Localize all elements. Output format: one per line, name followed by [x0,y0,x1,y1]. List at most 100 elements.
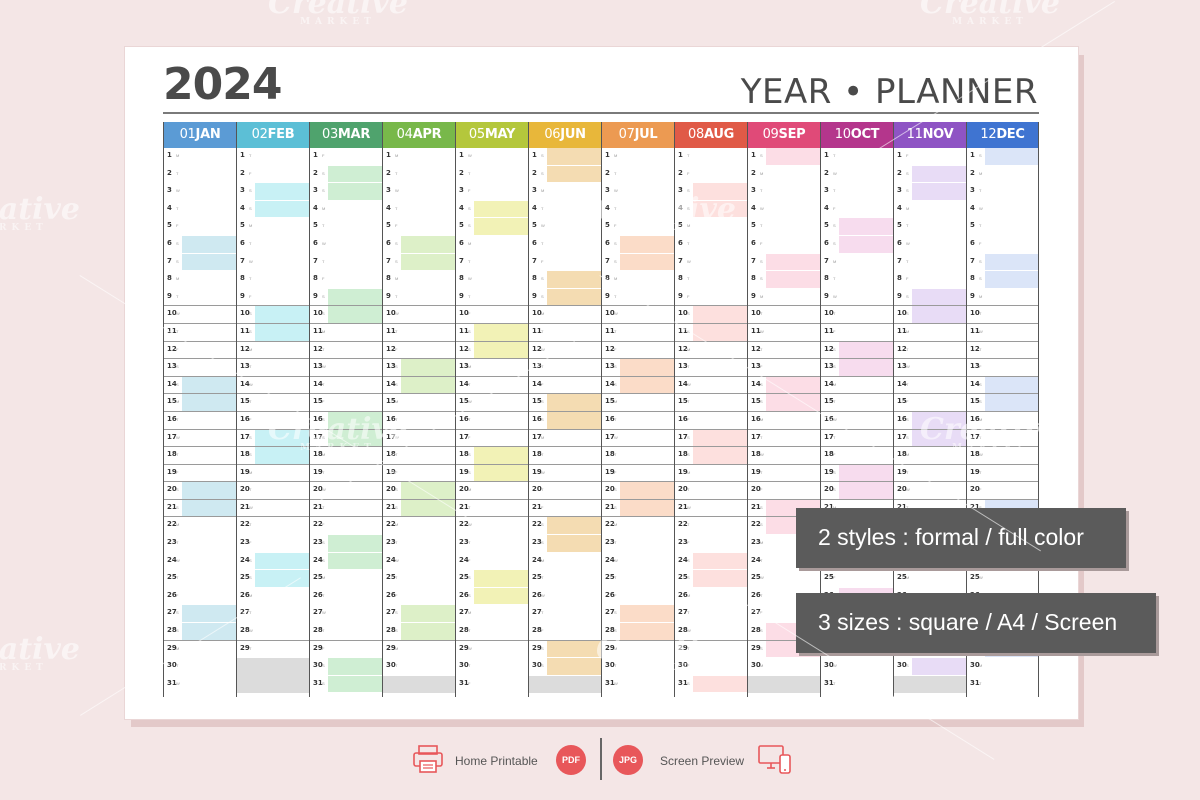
day-cell: 15 M [383,394,455,412]
day-number: 9 [313,291,318,300]
day-number: 31 [605,678,615,687]
day-cell: 13 T [237,359,309,377]
weekday-letter: T [979,346,982,352]
weekend-band [693,570,747,587]
day-number: 8 [605,274,610,283]
day-cell: 13 S [164,359,236,377]
weekday-letter: M [468,240,472,246]
weekday-letter: F [322,153,325,158]
day-number: 3 [386,186,391,195]
day-cell: 31 W [602,676,674,694]
day-cell: 25 W [967,570,1038,588]
weekday-letter: T [249,240,252,246]
day-number: 31 [678,678,688,687]
day-number: 6 [678,238,683,247]
weekday-letter: M [249,469,253,475]
day-cell: 18 M [310,447,382,465]
title-divider [163,112,1039,114]
day-number: 6 [386,238,391,247]
month-column-jun: 06JUN 1 S 2 S 3 M 4 T 5 W 6 T 7 F 8 S 9 S 10 M 11 T 12 W 13 T 14 F 15… [528,122,601,697]
day-number: 3 [532,186,537,195]
day-number: 5 [605,221,610,230]
weekend-band [547,288,601,306]
day-cell: 23 T [602,535,674,553]
weekday-letter: T [979,680,982,686]
day-cell: 16 S [894,411,966,430]
day-cell: 29 M [383,641,455,659]
weekday-letter: M [176,399,180,405]
weekend-band [547,640,601,658]
day-cell: 13 S [821,359,893,377]
day-number: 29 [386,643,396,652]
weekend-band [328,535,382,552]
day-number: 21 [532,502,542,511]
day-cell: 18 F [821,447,893,465]
day-cell: 23 T [164,535,236,553]
day-number: 7 [240,256,245,265]
day-number: 7 [824,256,829,265]
weekend-band [328,411,382,429]
weekend-band [766,394,820,411]
day-cell: 30 T [456,658,528,676]
day-cell: 30 S [529,658,601,676]
weekend-band [182,376,236,394]
day-cell: 18 S [456,447,528,465]
day-cell: 16 W [821,412,893,430]
weekday-letter: S [468,346,471,352]
day-number: 5 [970,221,975,230]
month-name: SEP [778,127,806,142]
day-number: 26 [751,590,761,599]
month-column-apr: 04APR 1 M 2 T 3 W 4 T 5 F 6 S 7 S 8 M 9 T 10 W 11 T 12 F 13 S 14 S 15… [382,122,455,697]
month-header: 05MAY [456,122,528,148]
day-number: 24 [240,555,250,564]
weekday-letter: M [979,663,983,669]
weekday-letter: F [687,416,690,422]
day-number: 30 [605,661,615,670]
month-number: 04 [396,127,413,142]
weekday-letter: T [249,364,252,370]
day-cell: 10 S [310,306,382,324]
weekend-band [620,605,674,623]
day-number: 29 [313,643,323,652]
weekday-letter: F [541,381,544,387]
weekday-letter: W [833,663,837,669]
weekday-letter: S [614,240,617,246]
weekday-letter: W [687,628,691,634]
month-name: APR [412,127,442,142]
day-cell: 14 S [967,376,1038,395]
weekday-letter: F [906,276,909,282]
day-cell: 19 T [894,465,966,483]
day-cell: 18 T [383,447,455,465]
sizes-callout: 3 sizes : square / A4 / Screen [796,593,1156,653]
weekday-letter: F [541,628,544,634]
planner-title: YEAR • PLANNER [740,72,1038,112]
day-cell: 12 T [894,342,966,360]
day-number: 25 [313,573,323,582]
day-cell: 29 M [164,641,236,659]
day-number: 6 [824,238,829,247]
day-cell: 20 W [894,482,966,500]
weekday-letter: F [395,469,398,475]
day-number: 7 [167,256,172,265]
weekday-letter: S [541,153,544,158]
